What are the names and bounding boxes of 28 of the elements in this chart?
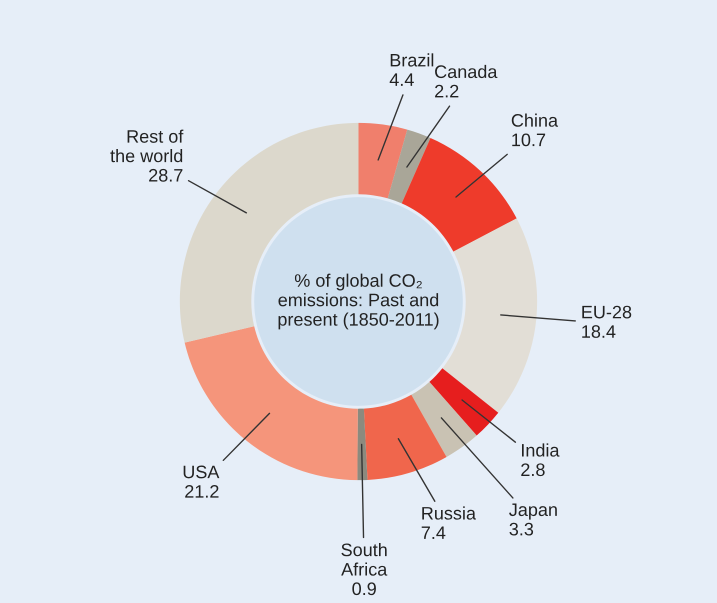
slice-label: EU-28 <box>582 306 632 318</box>
donut-slice <box>411 382 477 457</box>
data-label: 18.4 <box>582 325 616 338</box>
text: % of global CO₂ emissions: Past and present (1850-2011) <box>278 274 439 330</box>
slice-label: Canada <box>435 64 498 78</box>
data-label: 10.7 <box>512 133 546 146</box>
slice-label: Japan <box>509 503 557 520</box>
slice-label: Rest of the world <box>110 130 184 162</box>
donut-slice <box>358 122 408 198</box>
donut-slice <box>429 368 498 436</box>
slice-label: Russia <box>422 506 476 520</box>
data-label: 21.2 <box>185 485 219 498</box>
slice-label: USA <box>184 466 220 478</box>
slice-label: South Africa <box>341 543 388 576</box>
data-label: 4.4 <box>390 73 414 86</box>
data-label: 2.8 <box>521 463 545 476</box>
data-label: 0.9 <box>352 582 376 596</box>
data-label: 28.7 <box>149 168 182 182</box>
data-label: 7.4 <box>422 526 446 539</box>
donut-slice <box>388 130 430 204</box>
donut-slice <box>442 218 538 413</box>
data-label: 3.3 <box>509 522 534 536</box>
slice-label: India <box>522 443 560 457</box>
slice-label: Brazil <box>390 53 434 67</box>
data-label: 2.2 <box>435 84 458 98</box>
slice-label: China <box>512 114 558 127</box>
donut-slice <box>357 408 368 480</box>
donut-slice <box>364 394 447 480</box>
